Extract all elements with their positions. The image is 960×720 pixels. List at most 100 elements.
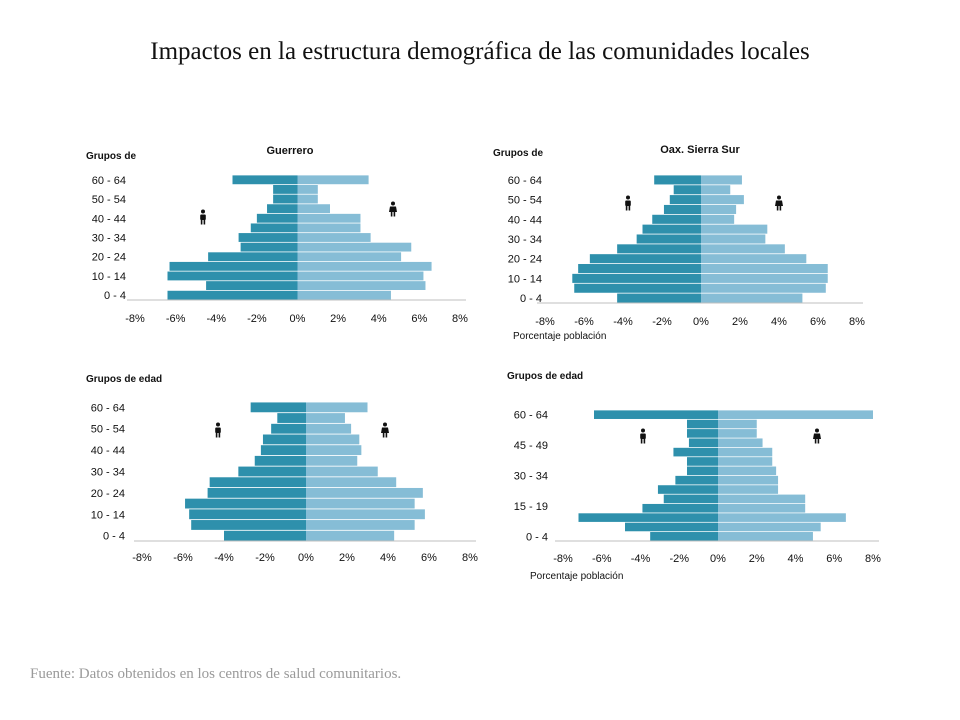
y-tick-label: 0 - 4 — [104, 290, 126, 302]
bar-male — [617, 293, 701, 303]
bar-female — [701, 214, 735, 224]
bar-male — [636, 234, 701, 244]
x-tick-label: -2% — [669, 553, 689, 565]
y-axis-title: Grupos de — [86, 151, 136, 162]
y-tick-label: 60 - 64 — [514, 410, 548, 422]
y-tick-label: 20 - 24 — [508, 254, 542, 266]
y-tick-label: 10 - 14 — [508, 273, 542, 285]
bar-female — [718, 503, 806, 513]
bar-female — [718, 447, 773, 457]
bar-female — [306, 455, 358, 466]
x-tick-label: -8% — [535, 316, 555, 328]
bar-male — [574, 283, 701, 293]
bar-male — [675, 475, 718, 485]
x-tick-label: -6% — [173, 552, 193, 564]
page-title: Impactos en la estructura demográfica de… — [150, 38, 810, 65]
bar-male — [250, 402, 306, 413]
x-tick-label: 6% — [411, 313, 427, 325]
x-tick-label: 2% — [749, 553, 765, 565]
bar-female — [306, 423, 352, 434]
pyramid-chart-guerrero: Guerrero Grupos de -8% -6% -4% -2% 0% 2% 4% 6% 8% 0… — [86, 145, 468, 325]
x-tick-label: -4% — [631, 553, 651, 565]
bar-male — [260, 445, 306, 456]
bar-male — [652, 214, 701, 224]
bar-male — [167, 290, 298, 300]
bar-male — [687, 466, 718, 476]
y-tick-label: 20 - 24 — [92, 252, 126, 264]
chart-title: Guerrero — [266, 145, 313, 157]
bar-female — [701, 264, 828, 274]
y-tick-label: 40 - 44 — [91, 445, 125, 457]
female-icon — [389, 201, 397, 217]
male-icon — [200, 209, 206, 225]
y-axis-title: Grupos de edad — [507, 371, 583, 382]
x-tick-label: -6% — [592, 553, 612, 565]
x-tick-label: 4% — [771, 316, 787, 328]
bar-male — [254, 455, 306, 466]
bar-female — [718, 485, 779, 494]
x-tick-label: 8% — [865, 553, 881, 565]
bar-female — [306, 509, 425, 520]
bar-male — [654, 175, 701, 185]
bar-female — [297, 281, 426, 290]
bar-female — [701, 293, 803, 303]
bar-female — [701, 273, 828, 283]
x-tick-label: 4% — [371, 313, 387, 325]
bar-female — [701, 283, 826, 293]
y-tick-label: 40 - 44 — [92, 213, 126, 225]
x-tick-label: -2% — [255, 552, 275, 564]
bar-male — [271, 423, 306, 434]
bar-female — [306, 402, 368, 413]
x-tick-label: 6% — [421, 552, 437, 564]
x-tick-label: 8% — [462, 552, 478, 564]
y-tick-label: 40 - 44 — [508, 214, 542, 226]
bar-female — [297, 261, 432, 271]
bar-female — [718, 466, 777, 476]
x-tick-label: -8% — [125, 313, 145, 325]
bar-male — [185, 498, 306, 509]
female-icon — [775, 195, 783, 211]
y-tick-label: 50 - 54 — [92, 194, 126, 206]
pyramid-chart-bottom-left: Grupos de edad -8% -6% -4% -2% 0% 2% 4% 6% 8% 0 - … — [86, 374, 478, 564]
female-icon — [381, 422, 389, 438]
y-tick-label: 15 - 19 — [514, 501, 548, 513]
bar-male — [688, 438, 718, 448]
bar-male — [663, 494, 718, 504]
bar-female — [701, 244, 785, 254]
bar-male — [256, 213, 298, 223]
bar-female — [297, 242, 412, 252]
y-axis-title: Grupos de edad — [86, 374, 162, 385]
bar-female — [306, 413, 345, 423]
bar-male — [240, 242, 298, 252]
bar-male — [232, 175, 298, 185]
bar-female — [718, 532, 813, 541]
bar-male — [663, 204, 701, 214]
bar-female — [718, 457, 773, 466]
bar-male — [669, 195, 701, 205]
bar-female — [297, 204, 330, 214]
bar-female — [718, 438, 763, 448]
bar-male — [594, 410, 718, 419]
bar-female — [297, 175, 369, 185]
bar-female — [306, 466, 378, 477]
x-tick-label: -2% — [652, 316, 672, 328]
x-tick-label: 4% — [788, 553, 804, 565]
y-tick-label: 0 - 4 — [103, 531, 125, 543]
bar-female — [297, 223, 361, 233]
bar-male — [207, 487, 306, 498]
bar-male — [578, 513, 718, 522]
bar-male — [209, 477, 306, 488]
y-tick-label: 50 - 54 — [91, 424, 125, 436]
bar-female — [701, 175, 742, 185]
bar-female — [297, 233, 371, 242]
bar-male — [169, 261, 298, 271]
y-tick-label: 0 - 4 — [520, 293, 542, 305]
bar-female — [297, 194, 318, 204]
bar-female — [718, 475, 779, 485]
bar-male — [167, 271, 298, 281]
x-tick-label: 2% — [330, 313, 346, 325]
bar-male — [578, 264, 701, 274]
bar-female — [718, 419, 757, 429]
y-tick-label: 30 - 34 — [92, 233, 126, 245]
bar-male — [191, 520, 306, 530]
